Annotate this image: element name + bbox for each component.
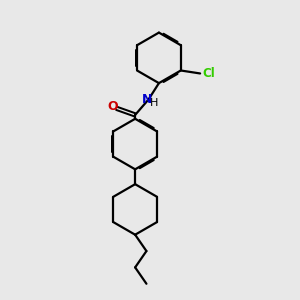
Text: O: O [107,100,118,112]
Text: H: H [150,98,159,108]
Text: N: N [142,93,152,106]
Text: Cl: Cl [202,67,215,80]
